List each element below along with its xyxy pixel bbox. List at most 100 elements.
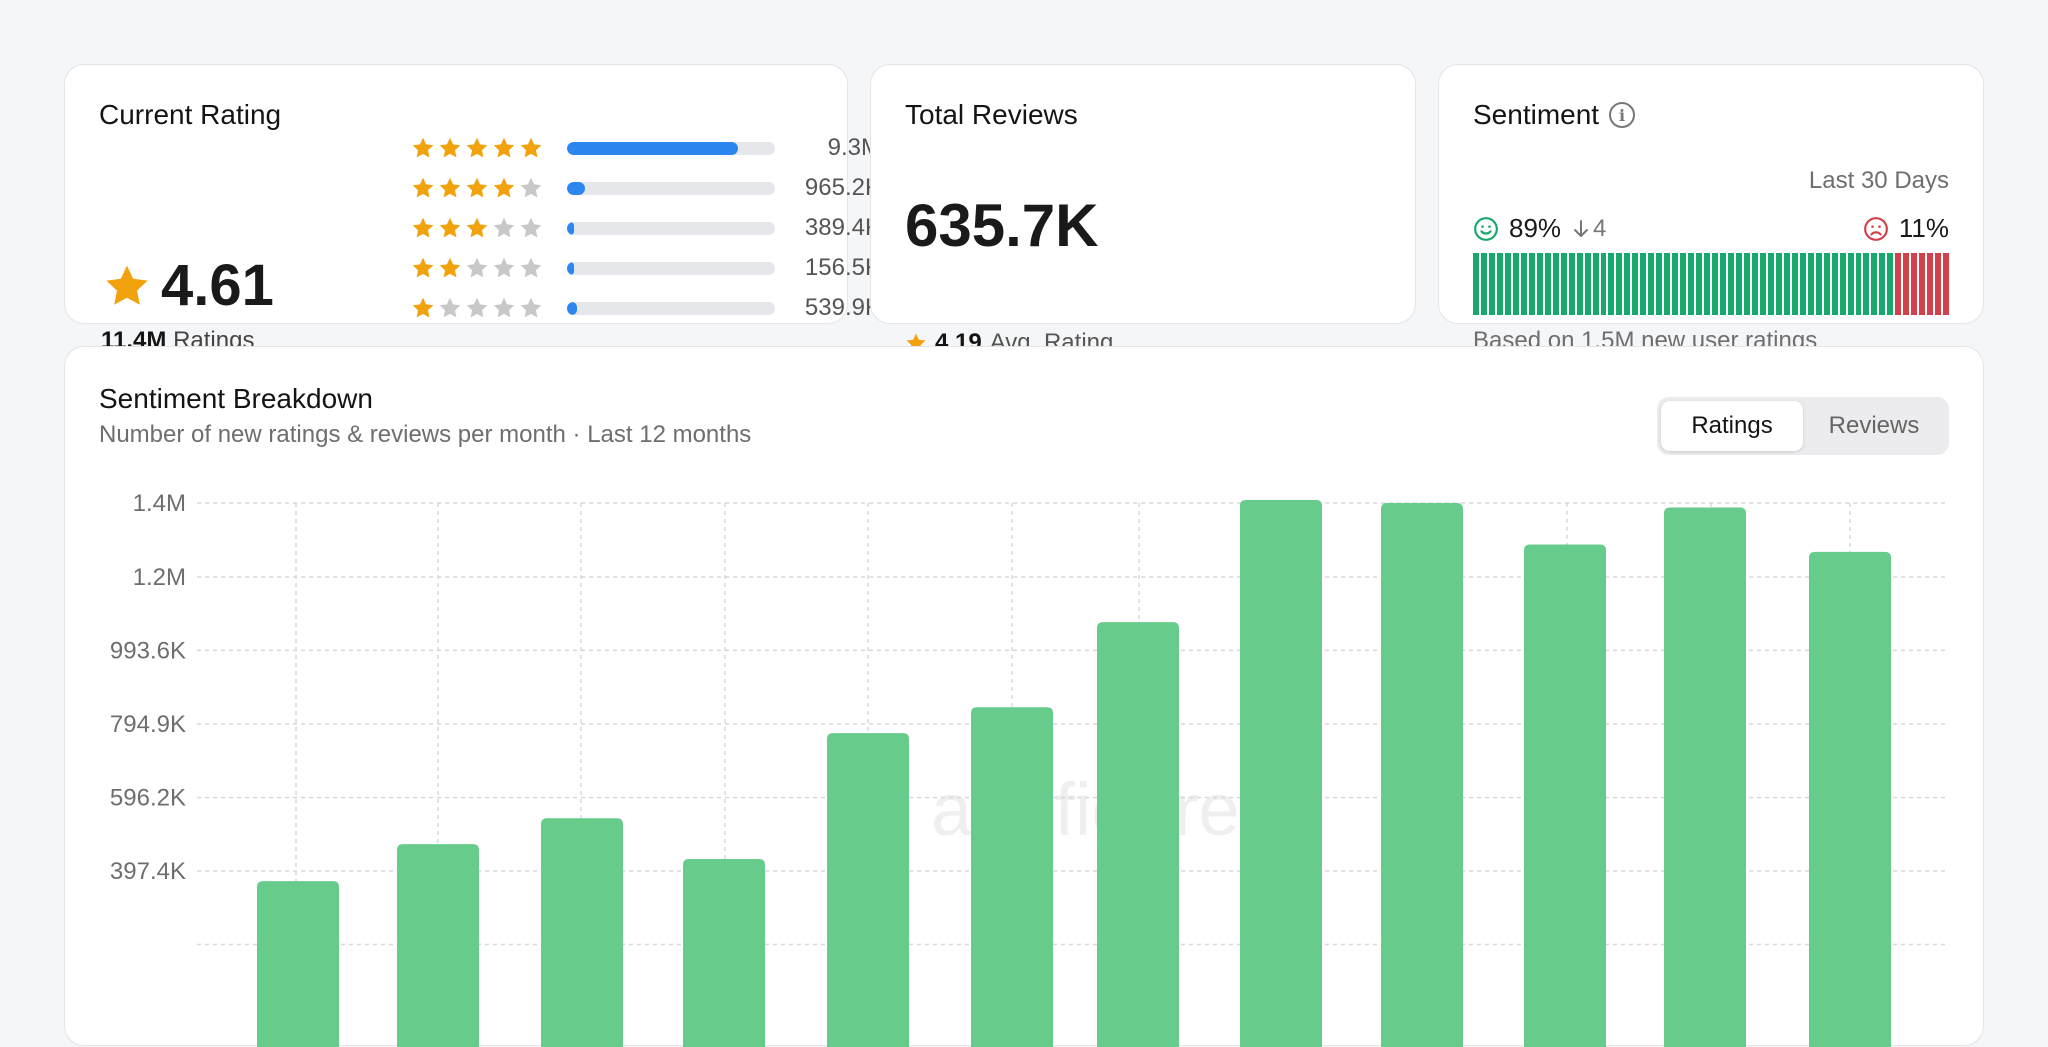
chart-subtitle: Number of new ratings & reviews per mont… bbox=[99, 421, 752, 448]
chart-bar bbox=[683, 858, 765, 1047]
chart-bar bbox=[1240, 500, 1322, 1047]
negative-sentiment: 11% bbox=[1863, 213, 1949, 244]
star-icon bbox=[520, 177, 542, 198]
positive-segment bbox=[1632, 253, 1639, 315]
rating-bar-fill bbox=[567, 141, 738, 155]
positive-segment bbox=[1887, 253, 1894, 315]
star-icon bbox=[412, 177, 434, 198]
star-icon bbox=[466, 217, 488, 238]
positive-segment bbox=[1568, 253, 1575, 315]
positive-segment bbox=[1536, 253, 1543, 315]
total-reviews-value: 635.7K bbox=[905, 192, 1099, 259]
star-icon bbox=[439, 297, 461, 318]
positive-segment bbox=[1528, 253, 1535, 315]
card-title: Sentiment bbox=[1473, 99, 1600, 130]
rating-bar-track bbox=[567, 261, 775, 275]
rating-distribution-row: 965.2K bbox=[411, 173, 881, 203]
frown-icon bbox=[1863, 216, 1889, 242]
positive-segment bbox=[1584, 253, 1591, 315]
chart-bar bbox=[1097, 622, 1179, 1047]
y-tick-label: 794.9K bbox=[110, 711, 186, 738]
negative-segment bbox=[1895, 253, 1902, 315]
chart-bar bbox=[1664, 507, 1746, 1047]
chart-bar bbox=[971, 707, 1053, 1047]
positive-sentiment: 89% 4 bbox=[1473, 213, 1606, 244]
positive-segment bbox=[1576, 253, 1583, 315]
chart-bar bbox=[1381, 503, 1463, 1047]
info-icon[interactable]: i bbox=[1609, 102, 1636, 128]
rating-bar-track bbox=[567, 301, 775, 315]
star-rating-3 bbox=[411, 216, 543, 240]
negative-percent: 11% bbox=[1898, 213, 1949, 243]
rating-count-value: 156.5K bbox=[804, 254, 881, 281]
sentiment-delta: 4 bbox=[1571, 215, 1606, 243]
positive-segment bbox=[1496, 253, 1503, 315]
star-icon bbox=[439, 177, 461, 198]
ratings-reviews-toggle: Ratings Reviews bbox=[1657, 397, 1949, 455]
positive-segment bbox=[1815, 253, 1822, 315]
positive-segment bbox=[1720, 253, 1726, 315]
negative-segment bbox=[1911, 253, 1918, 315]
positive-segment bbox=[1552, 253, 1559, 315]
sentiment-card: Sentiment i Last 30 Days 89% 4 11% Based… bbox=[1438, 64, 1984, 354]
rating-summary: 4.61 bbox=[103, 257, 274, 315]
positive-segment bbox=[1751, 253, 1758, 315]
rating-distribution-row: 389.4K bbox=[411, 213, 881, 243]
positive-segment bbox=[1807, 253, 1814, 315]
positive-segment bbox=[1688, 253, 1695, 315]
positive-segment bbox=[1624, 253, 1631, 315]
star-icon bbox=[439, 217, 461, 238]
star-icon bbox=[520, 217, 542, 238]
positive-segment bbox=[1656, 253, 1663, 315]
star-icon bbox=[520, 297, 542, 318]
positive-segment bbox=[1831, 253, 1838, 315]
positive-segment bbox=[1648, 253, 1655, 315]
positive-segment bbox=[1520, 253, 1527, 315]
positive-segment bbox=[1608, 253, 1615, 315]
rating-distribution-row: 539.9K bbox=[411, 293, 881, 323]
rating-distribution-row: 9.3M bbox=[411, 133, 881, 163]
positive-segment bbox=[1560, 253, 1567, 315]
star-icon bbox=[466, 297, 488, 318]
rating-bar-track bbox=[567, 221, 775, 235]
chart-bar bbox=[397, 844, 479, 1047]
positive-segment bbox=[1735, 253, 1742, 315]
rating-bar-fill bbox=[567, 221, 575, 235]
positive-segment bbox=[1767, 253, 1774, 315]
chart-bar bbox=[1524, 544, 1606, 1047]
positive-segment bbox=[1512, 253, 1519, 315]
sentiment-breakdown-card: Sentiment Breakdown Number of new rating… bbox=[64, 346, 1984, 1047]
rating-count-value: 965.2K bbox=[804, 174, 881, 201]
toggle-reviews[interactable]: Reviews bbox=[1828, 412, 1920, 439]
negative-segment bbox=[1903, 253, 1910, 315]
star-icon bbox=[493, 137, 515, 158]
negative-segment bbox=[1935, 253, 1942, 315]
sentiment-bar bbox=[1473, 253, 1950, 315]
positive-segment bbox=[1616, 253, 1623, 315]
positive-segment bbox=[1488, 253, 1495, 315]
chart-bar bbox=[827, 733, 909, 1047]
star-icon bbox=[520, 137, 542, 158]
positive-segment bbox=[1712, 253, 1719, 315]
positive-segment bbox=[1704, 253, 1711, 315]
positive-segment bbox=[1592, 253, 1599, 315]
chart-bar bbox=[541, 818, 623, 1047]
star-icon bbox=[466, 177, 488, 198]
positive-segment bbox=[1696, 253, 1703, 315]
total-reviews-card: Total Reviews 635.7K 4.19 Avg. Rating bbox=[870, 64, 1416, 356]
positive-segment bbox=[1600, 253, 1607, 315]
star-icon bbox=[520, 257, 542, 278]
toggle-ratings[interactable]: Ratings bbox=[1661, 401, 1803, 451]
rating-bar-fill bbox=[567, 301, 577, 315]
chart-bar bbox=[257, 881, 339, 1047]
star-icon bbox=[439, 137, 461, 158]
rating-value: 4.61 bbox=[161, 253, 274, 318]
y-tick-label: 596.2K bbox=[110, 784, 186, 811]
arrow-down-icon bbox=[1574, 219, 1589, 237]
rating-bar-fill bbox=[567, 181, 585, 195]
y-tick-label: 1.4M bbox=[133, 490, 186, 517]
positive-segment bbox=[1855, 253, 1862, 315]
positive-segment bbox=[1480, 253, 1487, 315]
positive-segment bbox=[1672, 253, 1679, 315]
rating-count-value: 539.9K bbox=[804, 294, 881, 321]
